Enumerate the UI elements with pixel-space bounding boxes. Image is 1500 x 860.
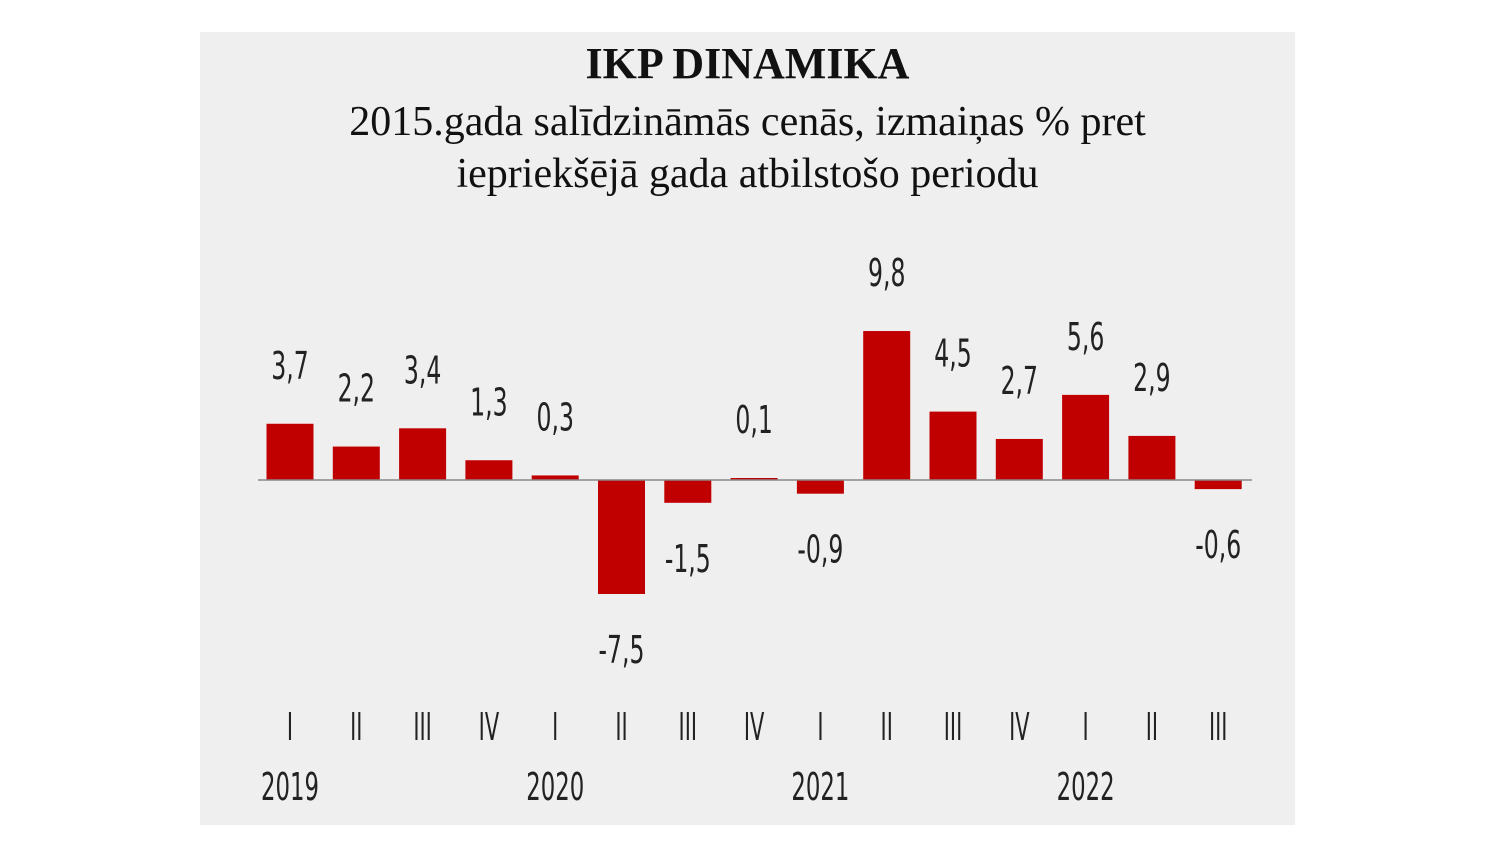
data-label: 1,3	[470, 382, 507, 425]
data-label: 2,2	[338, 368, 375, 411]
data-label: 5,6	[1067, 316, 1104, 359]
bar	[399, 428, 447, 480]
data-label: 3,4	[404, 350, 441, 393]
data-label: -1,5	[665, 538, 711, 581]
bar	[929, 411, 977, 480]
data-label: -0,6	[1195, 524, 1241, 567]
data-label: 2,9	[1133, 357, 1170, 400]
x-tick-label: IV	[1009, 706, 1029, 749]
bar	[863, 331, 911, 480]
x-tick-label: II	[881, 706, 893, 749]
bar	[266, 423, 314, 480]
data-label: 9,8	[868, 252, 905, 295]
year-label: 2021	[791, 766, 849, 810]
bar	[1062, 394, 1110, 480]
data-label: -7,5	[599, 629, 645, 672]
bar	[664, 480, 712, 503]
bar	[465, 460, 513, 480]
year-label: 2019	[261, 766, 319, 810]
x-tick-label: II	[1146, 706, 1158, 749]
chart-subtitle: 2015.gada salīdzināmās cenās, izmaiņas %…	[349, 99, 1146, 197]
data-label: 0,1	[735, 399, 772, 442]
x-tick-label: I	[817, 706, 823, 749]
x-tick-label: II	[615, 706, 627, 749]
data-label: 2,7	[1001, 360, 1038, 403]
data-label: 3,7	[271, 345, 308, 388]
data-label: 0,3	[536, 397, 573, 440]
bar	[995, 438, 1043, 480]
x-tick-label: I	[1083, 706, 1089, 749]
x-tick-label: III	[1209, 706, 1227, 749]
x-tick-label: III	[413, 706, 431, 749]
bar	[796, 480, 844, 494]
data-label: -0,9	[797, 529, 843, 572]
year-label: 2020	[526, 766, 584, 810]
x-tick-label: III	[944, 706, 962, 749]
x-tick-label: III	[679, 706, 697, 749]
bar	[332, 446, 380, 480]
x-tick-label: IV	[744, 706, 764, 749]
bar	[730, 478, 778, 480]
bar	[598, 480, 645, 594]
x-tick-label: I	[287, 706, 293, 749]
chart-panel	[200, 32, 1295, 825]
chart-title: IKP DINAMIKA	[585, 39, 910, 88]
bar	[1128, 435, 1176, 480]
bar	[531, 475, 579, 480]
x-tick-label: II	[350, 706, 362, 749]
data-label: 4,5	[934, 333, 971, 376]
bar	[1194, 480, 1242, 490]
x-tick-label: I	[552, 706, 558, 749]
year-label: 2022	[1057, 766, 1115, 810]
x-tick-label: IV	[479, 706, 499, 749]
